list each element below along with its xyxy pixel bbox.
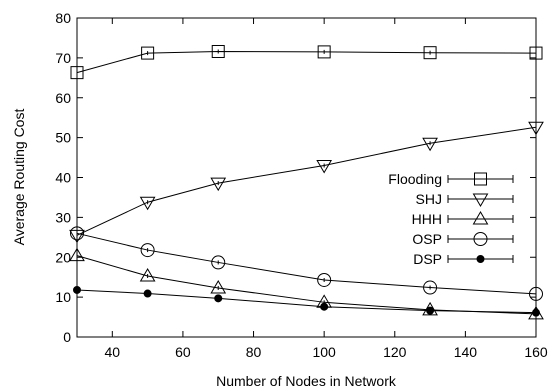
x-tick-label: 40 <box>105 344 121 360</box>
data-point <box>70 66 84 80</box>
y-tick-label: 10 <box>55 289 71 305</box>
legend: Flooding SHJ HHH OSP DSP <box>388 171 514 267</box>
data-point <box>422 137 438 152</box>
legend-marker <box>472 211 489 225</box>
series-line <box>76 50 537 74</box>
x-tick-label: 160 <box>524 344 548 360</box>
data-point <box>143 289 152 298</box>
data-point <box>141 46 155 60</box>
y-tick-label: 60 <box>55 90 71 106</box>
data-point <box>211 255 226 270</box>
data-point <box>316 160 333 174</box>
series-shj <box>69 121 544 244</box>
x-tick-label: 100 <box>312 344 336 360</box>
y-axis-label: Average Routing Cost <box>11 109 27 246</box>
data-point <box>140 243 155 258</box>
series-dsp <box>73 285 540 317</box>
data-point <box>532 308 540 317</box>
data-point <box>69 247 85 262</box>
legend-label: SHJ <box>416 191 442 207</box>
y-tick-label: 80 <box>55 10 71 26</box>
legend-marker <box>476 255 485 263</box>
y-tick-label: 40 <box>55 170 71 186</box>
legend-marker <box>473 232 488 246</box>
data-point <box>139 267 156 282</box>
data-point <box>73 285 81 294</box>
x-tick-label: 80 <box>246 344 262 360</box>
data-point <box>423 280 438 295</box>
data-point <box>529 46 543 60</box>
data-point <box>211 44 225 58</box>
data-point <box>426 306 435 315</box>
x-tick-label: 140 <box>454 344 478 360</box>
legend-marker <box>474 172 487 186</box>
data-point <box>529 286 543 301</box>
x-tick-label: 120 <box>383 344 407 360</box>
data-point <box>528 121 544 136</box>
data-point <box>423 46 437 60</box>
y-tick-label: 70 <box>55 50 71 66</box>
y-tick-label: 20 <box>55 249 71 265</box>
series-line <box>76 289 537 314</box>
series-flooding <box>70 44 543 80</box>
y-tick-label: 30 <box>55 209 71 225</box>
series-line <box>76 126 537 236</box>
data-point <box>317 272 332 287</box>
y-tick-label: 0 <box>63 329 71 345</box>
y-tick-label: 50 <box>55 130 71 146</box>
data-point <box>320 302 329 311</box>
legend-label: DSP <box>413 251 442 267</box>
x-tick-label: 60 <box>175 344 191 360</box>
data-point <box>69 229 85 244</box>
legend-label: OSP <box>412 231 442 247</box>
data-point <box>70 226 84 241</box>
data-point <box>210 279 227 294</box>
plot-frame <box>76 17 537 338</box>
legend-label: HHH <box>412 211 442 227</box>
legend-marker <box>472 193 489 207</box>
x-axis-label: Number of Nodes in Network <box>216 373 397 389</box>
series-layer <box>69 44 544 320</box>
legend-label: Flooding <box>388 171 442 187</box>
axes: 0 10 20 30 40 50 60 70 80 40 60 80 100 120 140 160 <box>55 10 547 360</box>
data-point <box>317 45 331 59</box>
data-point <box>214 294 223 303</box>
data-point <box>139 196 156 211</box>
series-line <box>76 232 537 295</box>
data-point <box>210 177 227 192</box>
series-osp <box>70 226 543 301</box>
